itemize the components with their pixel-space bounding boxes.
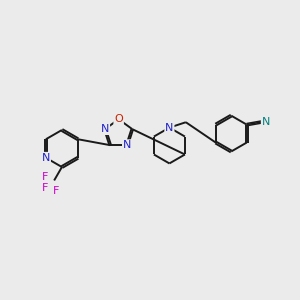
Text: N: N <box>101 124 109 134</box>
Text: N: N <box>42 153 50 163</box>
Text: F: F <box>41 183 48 193</box>
Text: O: O <box>114 114 123 124</box>
Text: N: N <box>165 123 174 133</box>
Text: F: F <box>52 186 59 196</box>
Text: F: F <box>41 172 48 182</box>
Text: N: N <box>123 140 131 150</box>
Text: N: N <box>262 117 270 127</box>
